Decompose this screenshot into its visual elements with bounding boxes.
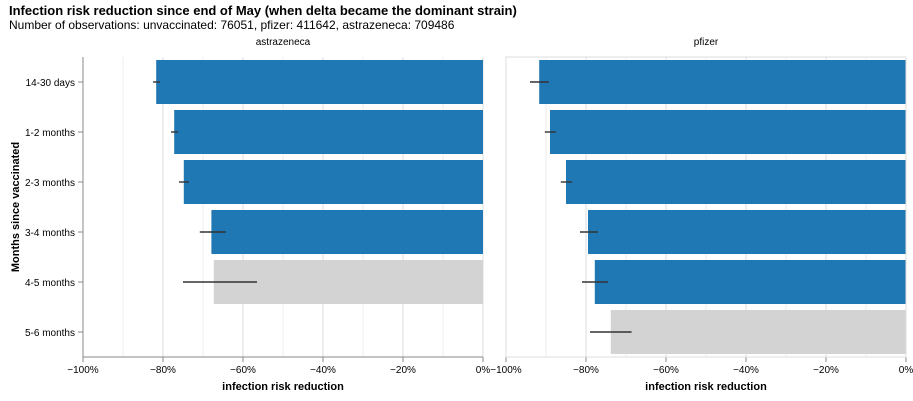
bar	[183, 160, 484, 204]
x-tick-label: 0%	[476, 365, 491, 376]
x-tick-label: −100%	[67, 365, 99, 376]
chart-title: Infection risk reduction since end of Ma…	[9, 3, 517, 18]
y-tick-label: 1-2 months	[25, 128, 75, 139]
y-tick-label: 3-4 months	[25, 228, 75, 239]
panel-frame	[505, 56, 907, 358]
x-tick-label: −20%	[390, 365, 416, 376]
bar	[211, 210, 483, 254]
x-tick-label: −60%	[653, 365, 679, 376]
x-tick-label: 0%	[899, 365, 913, 376]
x-tick-label: −80%	[150, 365, 176, 376]
bar	[566, 160, 906, 204]
y-tick-label: 4-5 months	[25, 278, 75, 289]
bar	[550, 110, 906, 154]
x-tick-label: −60%	[230, 365, 256, 376]
bar	[174, 110, 483, 154]
facet-label: astrazeneca	[256, 37, 311, 48]
x-tick-label: −80%	[573, 365, 599, 376]
y-tick-label: 14-30 days	[26, 78, 75, 89]
bar	[213, 260, 484, 304]
facet-label: pfizer	[694, 37, 719, 48]
bar	[156, 60, 483, 104]
y-tick-label: 5-6 months	[25, 328, 75, 339]
x-axis-title: infection risk reduction	[645, 381, 767, 393]
x-tick-label: −40%	[733, 365, 759, 376]
x-tick-label: −20%	[813, 365, 839, 376]
bar	[539, 60, 906, 104]
bar	[610, 310, 906, 354]
bar	[594, 260, 906, 304]
x-axis-title: infection risk reduction	[222, 381, 344, 393]
chart-subtitle: Number of observations: unvaccinated: 76…	[9, 18, 455, 32]
x-tick-label: −40%	[310, 365, 336, 376]
x-tick-label: −100%	[490, 365, 522, 376]
bar	[588, 210, 906, 254]
y-tick-label: 2-3 months	[25, 178, 75, 189]
y-axis-title: Months since vaccinated	[10, 142, 22, 272]
